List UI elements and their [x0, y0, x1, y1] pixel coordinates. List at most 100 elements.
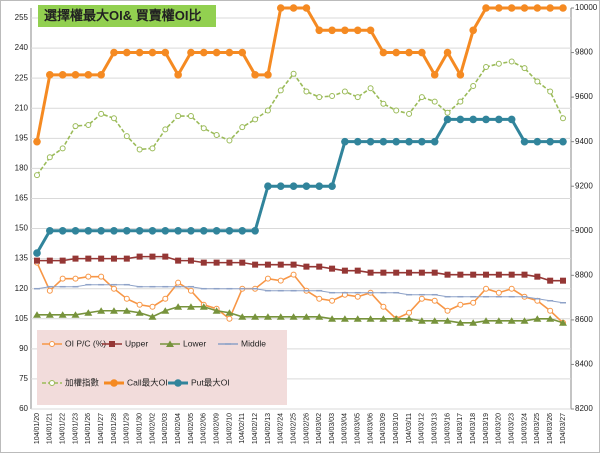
data-point: [315, 182, 324, 191]
data-point: [507, 4, 516, 12]
data-point: [148, 313, 157, 320]
data-point: [430, 71, 439, 79]
data-point: [252, 261, 259, 268]
x-tick-label: 104/01/22: [60, 413, 67, 444]
data-point: [328, 315, 337, 322]
data-point: [109, 307, 118, 314]
data-point: [252, 116, 259, 123]
data-point: [34, 257, 40, 264]
data-point: [277, 261, 284, 268]
y-tick-label: 60: [19, 404, 28, 413]
data-point: [213, 259, 220, 266]
data-point: [161, 307, 170, 314]
data-point: [72, 255, 79, 262]
data-point: [329, 297, 336, 304]
y-tick-label: 210: [15, 103, 29, 112]
data-point: [46, 226, 54, 235]
data-point: [353, 315, 362, 322]
data-point: [559, 4, 567, 12]
x-tick-label: 104/03/11: [406, 413, 413, 444]
data-point: [71, 71, 80, 79]
x-tick-label: 104/03/09: [380, 413, 387, 444]
x-tick-label: 104/03/20: [496, 413, 503, 444]
data-point: [560, 277, 566, 284]
data-point: [469, 319, 478, 326]
y-tick-label: 180: [15, 164, 29, 173]
x-tick-label: 104/03/06: [367, 413, 374, 444]
data-point: [162, 295, 169, 302]
data-point: [84, 309, 93, 316]
y2-tick-label: 9000: [575, 226, 593, 235]
y-tick-label: 255: [15, 13, 29, 22]
data-point: [135, 309, 144, 316]
data-point: [97, 226, 105, 235]
data-point: [302, 182, 311, 191]
data-point: [226, 259, 233, 266]
data-point: [495, 271, 502, 278]
data-point: [34, 172, 40, 179]
data-point: [122, 307, 131, 314]
data-point: [366, 26, 375, 35]
y2-tick-label: 9200: [575, 181, 593, 190]
data-point: [469, 26, 477, 35]
data-point: [123, 226, 131, 235]
data-point: [212, 226, 221, 235]
data-point: [328, 26, 336, 35]
x-tick-label: 104/03/19: [483, 413, 490, 444]
legend-label: Call最大OI: [127, 377, 168, 387]
data-point: [199, 303, 208, 310]
data-point: [546, 137, 554, 146]
data-point: [507, 115, 516, 124]
data-point: [199, 48, 208, 57]
x-tick-label: 104/02/09: [213, 413, 220, 444]
x-tick-label: 104/01/27: [98, 413, 105, 444]
data-point: [443, 317, 452, 324]
x-tick-label: 104/03/04: [342, 413, 349, 444]
data-point: [162, 126, 169, 133]
data-point: [559, 319, 567, 326]
data-point: [521, 65, 528, 72]
data-point: [379, 137, 388, 146]
data-point: [58, 226, 67, 235]
y-tick-label: 150: [15, 224, 29, 233]
plot: [33, 4, 567, 326]
data-point: [98, 273, 105, 280]
data-point: [123, 133, 130, 140]
y2-tick-label: 8800: [575, 270, 593, 279]
legend-label: Middle: [241, 338, 266, 348]
data-point: [379, 48, 388, 57]
data-point: [110, 48, 118, 57]
data-point: [238, 226, 247, 235]
data-point: [430, 317, 439, 324]
data-point: [520, 317, 529, 324]
data-point: [136, 301, 143, 308]
data-point: [59, 257, 66, 264]
data-point: [418, 295, 425, 302]
data-point: [85, 273, 92, 280]
legend-box: [37, 330, 287, 405]
data-point: [483, 271, 490, 278]
data-point: [213, 131, 220, 138]
data-point: [456, 319, 465, 326]
data-point: [546, 315, 555, 322]
data-point: [457, 98, 464, 105]
y2-tick-label: 10000: [575, 3, 598, 12]
data-point: [547, 277, 554, 284]
x-tick-label: 104/03/05: [355, 413, 362, 444]
data-point: [354, 94, 361, 101]
x-tick-label: 104/02/03: [162, 413, 169, 444]
data-point: [149, 145, 156, 152]
data-point: [392, 315, 401, 322]
data-point: [84, 226, 93, 235]
data-point: [187, 226, 195, 235]
data-point: [58, 311, 67, 318]
data-point: [380, 303, 387, 310]
data-point: [212, 307, 221, 314]
data-point: [405, 48, 413, 57]
data-point: [303, 88, 310, 95]
data-point: [226, 315, 233, 322]
data-point: [533, 137, 542, 146]
legend: OI P/C (%) Upper Lower Middle 加權指數 Call最大OI Pu…: [42, 338, 266, 387]
data-point: [290, 70, 297, 77]
data-point: [186, 303, 195, 310]
